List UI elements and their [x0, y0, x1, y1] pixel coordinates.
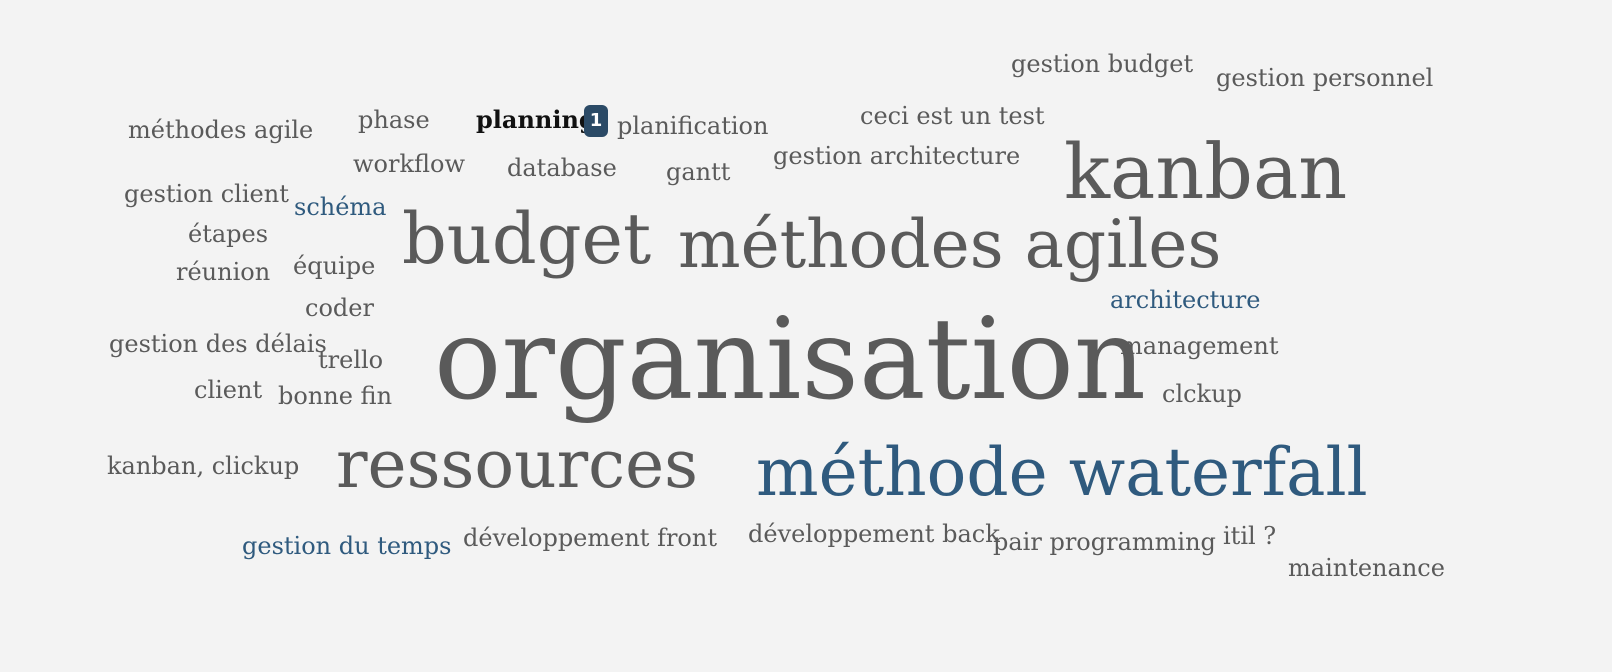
- word-management[interactable]: management: [1120, 332, 1279, 360]
- word-gestion-client[interactable]: gestion client: [124, 180, 289, 208]
- word-pair-programming[interactable]: pair programming: [993, 528, 1216, 556]
- word-workflow[interactable]: workflow: [353, 150, 466, 178]
- word-gestion-personnel[interactable]: gestion personnel: [1216, 64, 1434, 92]
- word-organisation[interactable]: organisation: [434, 295, 1147, 425]
- word-developpement-front[interactable]: développement front: [463, 524, 717, 552]
- word-budget[interactable]: budget: [402, 198, 652, 280]
- word-ceci-est-un-test[interactable]: ceci est un test: [860, 102, 1045, 130]
- word-developpement-back[interactable]: développement back: [748, 520, 1000, 548]
- word-gestion-du-temps[interactable]: gestion du temps: [242, 532, 452, 560]
- word-clckup[interactable]: clckup: [1162, 380, 1242, 408]
- word-kanban[interactable]: kanban: [1064, 127, 1348, 216]
- word-itil[interactable]: itil ?: [1223, 522, 1277, 550]
- word-gestion-des-delais[interactable]: gestion des délais: [109, 330, 327, 358]
- word-methodes-agile[interactable]: méthodes agile: [128, 116, 314, 144]
- word-planification[interactable]: planification: [617, 112, 769, 140]
- word-maintenance[interactable]: maintenance: [1288, 554, 1445, 582]
- word-gestion-architecture[interactable]: gestion architecture: [773, 142, 1021, 170]
- word-methode-waterfall[interactable]: méthode waterfall: [756, 434, 1368, 511]
- word-database[interactable]: database: [507, 154, 617, 182]
- word-phase[interactable]: phase: [358, 106, 430, 134]
- word-kanban-clickup[interactable]: kanban, clickup: [107, 452, 300, 480]
- word-client[interactable]: client: [194, 376, 263, 404]
- word-reunion[interactable]: réunion: [176, 258, 271, 286]
- word-schema[interactable]: schéma: [294, 193, 387, 221]
- word-gantt[interactable]: gantt: [666, 158, 731, 186]
- word-trello[interactable]: trello: [318, 346, 384, 374]
- word-gestion-budget[interactable]: gestion budget: [1011, 50, 1194, 78]
- planning-count-badge: 1: [584, 105, 608, 137]
- word-bonne-fin[interactable]: bonne fin: [278, 382, 393, 410]
- word-ressources[interactable]: ressources: [336, 426, 699, 503]
- word-planning[interactable]: planning: [476, 105, 596, 134]
- word-methodes-agiles[interactable]: méthodes agiles: [678, 206, 1222, 283]
- word-equipe[interactable]: équipe: [293, 252, 376, 280]
- word-architecture[interactable]: architecture: [1110, 286, 1261, 314]
- word-etapes[interactable]: étapes: [188, 220, 269, 248]
- word-coder[interactable]: coder: [305, 294, 374, 322]
